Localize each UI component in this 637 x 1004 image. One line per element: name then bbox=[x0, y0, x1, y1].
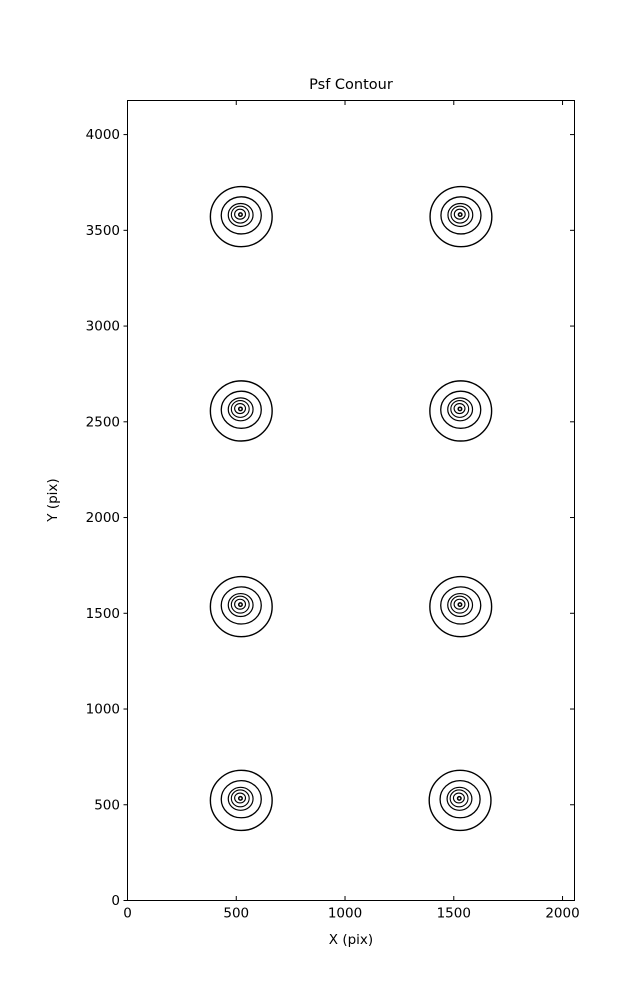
contour-ring bbox=[429, 185, 493, 248]
contour-ring bbox=[428, 769, 492, 832]
contour-ring bbox=[429, 575, 493, 638]
contour-ring bbox=[457, 406, 463, 412]
psf-contour-cluster bbox=[428, 769, 492, 832]
x-axis-label: X (pix) bbox=[329, 932, 373, 948]
contour-ring bbox=[440, 390, 482, 429]
x-tick-label: 500 bbox=[223, 906, 249, 922]
contour-ring bbox=[237, 406, 243, 412]
psf-contour-cluster bbox=[209, 575, 273, 638]
contour-ring bbox=[457, 602, 463, 608]
contour-ring bbox=[446, 786, 473, 811]
contour-ring bbox=[220, 586, 262, 625]
contour-ring bbox=[234, 403, 247, 415]
x-tick-label: 1000 bbox=[328, 906, 362, 922]
y-tick-label: 500 bbox=[94, 797, 120, 813]
contour-ring bbox=[453, 208, 466, 220]
plot-title: Psf Contour bbox=[309, 77, 393, 93]
contour-ring bbox=[450, 399, 470, 418]
psf-contour-cluster bbox=[209, 185, 273, 248]
contour-ring bbox=[447, 397, 474, 422]
contour-ring bbox=[237, 795, 243, 801]
contour-ring bbox=[220, 390, 262, 429]
contour-ring bbox=[440, 196, 482, 235]
contour-ring bbox=[209, 380, 273, 442]
contour-ring bbox=[220, 196, 262, 235]
contour-ring bbox=[447, 202, 474, 228]
contour-ring bbox=[220, 779, 262, 819]
contour-ring bbox=[234, 598, 247, 610]
contour-ring bbox=[237, 212, 243, 218]
contour-ring bbox=[453, 403, 466, 415]
y-tick-label: 2500 bbox=[86, 414, 120, 430]
contour-ring bbox=[429, 380, 493, 442]
psf-contour-cluster bbox=[209, 769, 273, 832]
contour-ring bbox=[230, 595, 250, 614]
contour-ring bbox=[230, 789, 250, 808]
contour-ring bbox=[450, 595, 470, 614]
x-tick-label: 2000 bbox=[545, 906, 579, 922]
y-tick-label: 0 bbox=[111, 893, 120, 909]
contour-ring bbox=[452, 792, 465, 804]
contour-ring bbox=[230, 399, 250, 418]
contour-ring bbox=[227, 202, 254, 228]
psf-contour-cluster bbox=[429, 185, 493, 248]
y-axis-label: Y (pix) bbox=[45, 478, 61, 522]
psf-contour-cluster bbox=[429, 380, 493, 442]
x-tick-label: 0 bbox=[123, 906, 132, 922]
contour-ring bbox=[453, 598, 466, 610]
psf-contour-cluster bbox=[429, 575, 493, 638]
contour-ring bbox=[456, 795, 462, 801]
contour-ring bbox=[209, 575, 273, 638]
psf-contours bbox=[209, 185, 493, 832]
contour-ring bbox=[209, 769, 273, 832]
contour-ring bbox=[234, 208, 247, 220]
plot-border bbox=[127, 100, 575, 901]
contour-ring bbox=[449, 789, 469, 808]
psf-contour-cluster bbox=[209, 380, 273, 442]
contour-ring bbox=[209, 185, 273, 248]
contour-ring bbox=[227, 786, 254, 811]
y-tick-label: 4000 bbox=[86, 127, 120, 143]
contour-ring bbox=[234, 792, 247, 804]
y-tick-label: 3500 bbox=[86, 223, 120, 239]
x-tick-label: 1500 bbox=[437, 906, 471, 922]
contour-ring bbox=[457, 212, 463, 218]
contour-ring bbox=[447, 592, 474, 618]
y-tick-label: 1000 bbox=[86, 702, 120, 718]
contour-ring bbox=[450, 205, 470, 224]
contour-ring bbox=[439, 779, 481, 819]
y-tick-label: 1500 bbox=[86, 606, 120, 622]
contour-ring bbox=[237, 602, 243, 608]
contour-ring bbox=[227, 397, 254, 422]
axis-ticks: 0 500 1000 1500 2000 0 500 1000 1500 2000 2500 3000… bbox=[86, 100, 580, 922]
y-tick-label: 2000 bbox=[86, 510, 120, 526]
y-tick-label: 3000 bbox=[86, 319, 120, 335]
contour-ring bbox=[227, 592, 254, 618]
contour-ring bbox=[230, 205, 250, 224]
contour-ring bbox=[440, 586, 482, 625]
